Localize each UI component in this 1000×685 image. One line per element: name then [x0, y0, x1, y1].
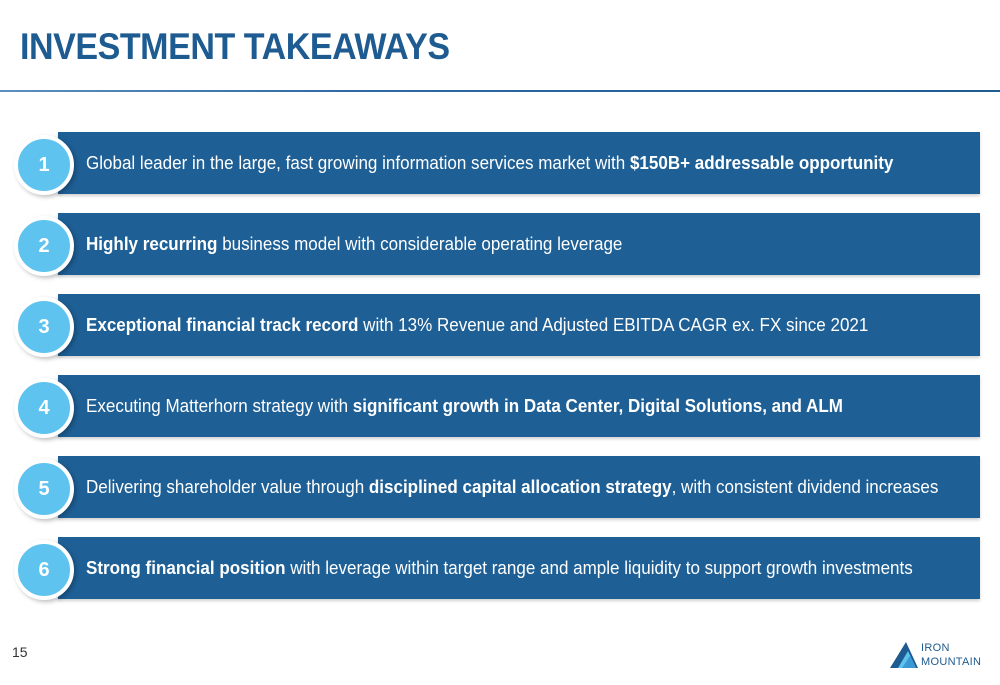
takeaway-bar	[58, 294, 980, 356]
takeaway-item: 5 Delivering shareholder value through di…	[0, 456, 1000, 519]
title-divider	[0, 90, 1000, 92]
takeaway-text-bold: Exceptional financial track record	[86, 314, 359, 335]
takeaway-text-regular: , with consistent dividend increases	[671, 476, 939, 497]
takeaway-text: Global leader in the large, fast growing…	[86, 132, 899, 194]
mountain-logo-icon	[890, 642, 918, 668]
takeaway-text-regular: Executing Matterhorn strategy with	[86, 395, 353, 416]
iron-mountain-logo: IRON MOUNTAIN	[890, 638, 990, 672]
takeaway-text: Strong financial position with leverage …	[86, 537, 913, 599]
takeaway-number-badge: 4	[14, 378, 74, 438]
takeaway-text-regular: business model with considerable operati…	[217, 233, 623, 254]
takeaway-text-regular: with 13% Revenue and Adjusted EBITDA CAG…	[358, 314, 869, 335]
takeaway-text-bold: Highly recurring	[86, 233, 218, 254]
takeaway-item: 1 Global leader in the large, fast growin…	[0, 132, 1000, 195]
takeaway-text-regular: Delivering shareholder value through	[86, 476, 369, 497]
takeaway-item: 2 Highly recurring business model with co…	[0, 213, 1000, 276]
takeaway-text-bold: $150B+ addressable opportunity	[629, 152, 894, 173]
page-number: 15	[12, 644, 28, 660]
takeaway-bar	[58, 456, 980, 518]
logo-text-line2: MOUNTAIN	[921, 656, 982, 668]
takeaway-text-regular: Global leader in the large, fast growing…	[86, 152, 630, 173]
takeaway-bar	[58, 132, 980, 194]
takeaway-text: Executing Matterhorn strategy with signi…	[86, 375, 899, 437]
takeaway-number-badge: 2	[14, 216, 74, 276]
takeaway-bar	[58, 375, 980, 437]
takeaway-item: 4 Executing Matterhorn strategy with sign…	[0, 375, 1000, 438]
takeaway-text-bold: disciplined capital allocation strategy	[368, 476, 672, 497]
takeaway-text: Exceptional financial track record with …	[86, 294, 899, 356]
takeaway-number-badge: 6	[14, 540, 74, 600]
logo-text-line1: IRON	[921, 642, 950, 654]
takeaway-text-bold: Strong financial position	[86, 557, 286, 578]
takeaway-bar	[58, 213, 980, 275]
takeaway-text: Highly recurring business model with con…	[86, 213, 899, 275]
takeaway-bar	[58, 537, 980, 599]
takeaway-number-badge: 5	[14, 459, 74, 519]
page-title: INVESTMENT TAKEAWAYS	[20, 26, 450, 67]
takeaway-item: 6 Strong financial position with leverage…	[0, 537, 1000, 600]
takeaway-text: Delivering shareholder value through dis…	[86, 456, 938, 518]
takeaway-item: 3 Exceptional financial track record with…	[0, 294, 1000, 357]
takeaway-number-badge: 3	[14, 297, 74, 357]
takeaway-text-bold: significant growth in Data Center, Digit…	[352, 395, 843, 416]
takeaway-text-regular: with leverage within target range and am…	[285, 557, 913, 578]
takeaway-number-badge: 1	[14, 135, 74, 195]
